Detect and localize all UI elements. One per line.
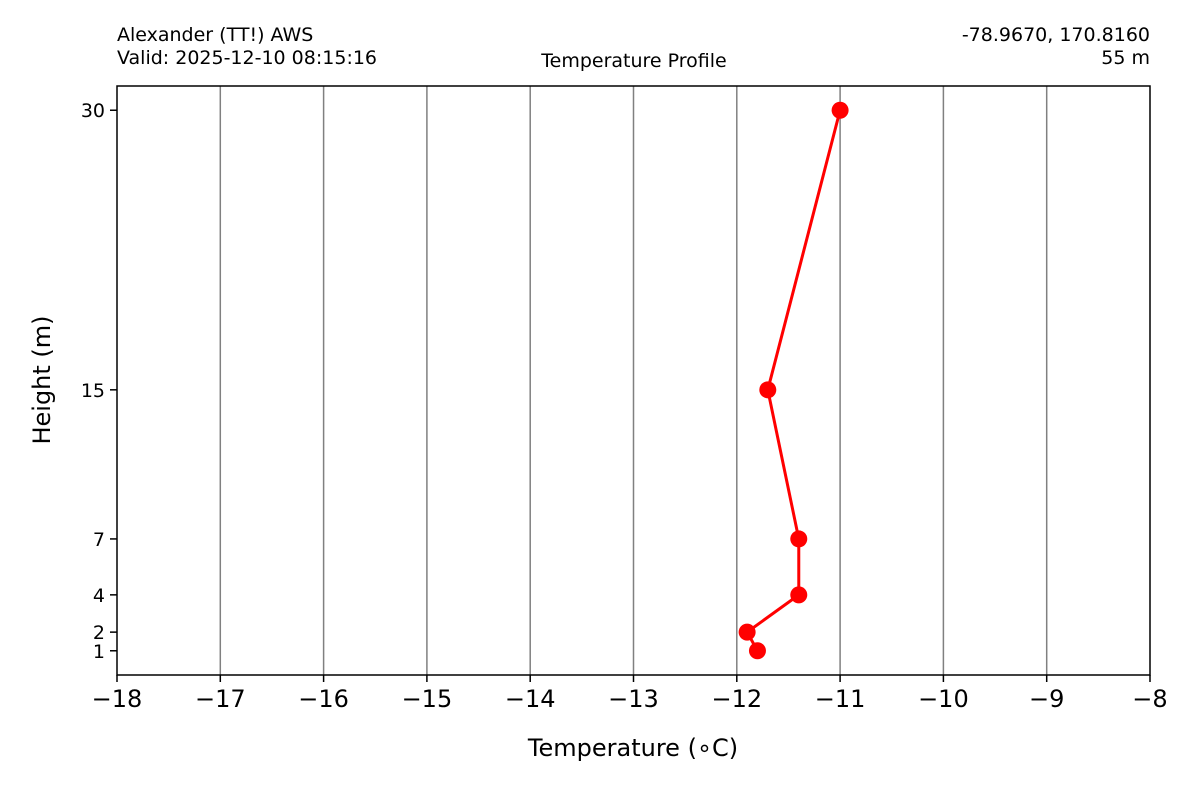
data-point <box>759 381 777 399</box>
x-axis-label: Temperature (∘C) <box>527 734 738 762</box>
y-tick-label: 30 <box>81 100 105 122</box>
x-tick-label: −16 <box>298 685 349 713</box>
x-tick-label: −10 <box>918 685 969 713</box>
y-tick-label: 2 <box>93 622 105 644</box>
x-tick-label: −18 <box>92 685 143 713</box>
x-tick-label: −17 <box>195 685 246 713</box>
x-tick-label: −13 <box>608 685 659 713</box>
y-tick-label: 4 <box>93 585 105 607</box>
header-left: Alexander (TT!) AWS Valid: 2025-12-10 08… <box>117 24 377 70</box>
data-point <box>738 623 756 641</box>
y-tick-label: 15 <box>81 380 105 402</box>
elevation: 55 m <box>1101 47 1150 69</box>
x-tick-label: −14 <box>505 685 556 713</box>
plot-frame <box>116 85 1151 676</box>
y-tick-label: 7 <box>93 529 105 551</box>
x-tick-label: −15 <box>402 685 453 713</box>
station-name: Alexander (TT!) AWS <box>117 24 314 46</box>
y-axis-ticks: 12 4 7 15 30 <box>81 100 117 663</box>
x-tick-label: −8 <box>1132 685 1167 713</box>
data-point <box>790 586 808 604</box>
x-tick-label: −9 <box>1029 685 1064 713</box>
series-line <box>745 109 842 652</box>
data-point <box>748 642 766 660</box>
data-point <box>831 101 849 119</box>
x-tick-label: −12 <box>711 685 762 713</box>
y-axis-label: Height (m) <box>28 315 56 444</box>
grid-lines <box>219 86 1048 675</box>
data-point <box>790 530 808 548</box>
coordinates: -78.9670, 170.8160 <box>961 24 1150 46</box>
x-axis-ticks: −18 −17 −16 −15 −14 −13 −12 −11 −10 −9 −8 <box>92 675 1168 713</box>
y-tick-label: 1 <box>93 641 105 663</box>
header-right: -78.9670, 170.8160 55 m <box>962 24 1150 70</box>
valid-time: Valid: 2025-12-10 08:15:16 <box>117 47 378 69</box>
x-tick-label: −11 <box>815 685 866 713</box>
series-group <box>738 101 849 660</box>
chart-title: Temperature Profile <box>541 50 727 72</box>
